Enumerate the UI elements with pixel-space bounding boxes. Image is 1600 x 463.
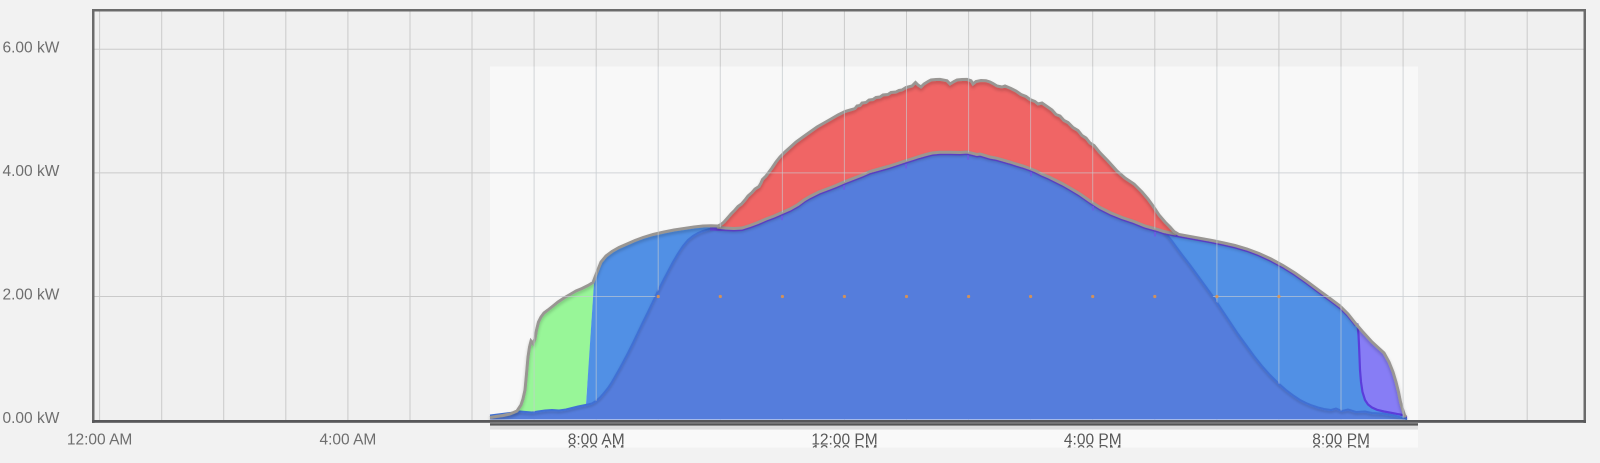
svg-text:4:00 PM: 4:00 PM [1064, 443, 1122, 460]
svg-text:12:00 AM: 12:00 AM [67, 432, 133, 449]
svg-text:6.00 kW: 6.00 kW [3, 40, 60, 57]
svg-text:2.00 kW: 2.00 kW [3, 287, 60, 304]
svg-text:4:00 PM: 4:00 PM [1064, 432, 1122, 449]
svg-text:12:00 PM: 12:00 PM [811, 443, 877, 460]
svg-text:8:00 PM: 8:00 PM [1312, 432, 1370, 449]
svg-text:8:00 AM: 8:00 AM [568, 432, 625, 449]
svg-text:0.00 kW: 0.00 kW [3, 410, 60, 427]
svg-text:4.00 kW: 4.00 kW [3, 163, 60, 180]
svg-text:12:00 PM: 12:00 PM [811, 432, 877, 449]
svg-text:4:00 AM: 4:00 AM [319, 432, 376, 449]
svg-text:8:00 PM: 8:00 PM [1312, 443, 1370, 460]
svg-text:8:00 AM: 8:00 AM [568, 443, 625, 460]
